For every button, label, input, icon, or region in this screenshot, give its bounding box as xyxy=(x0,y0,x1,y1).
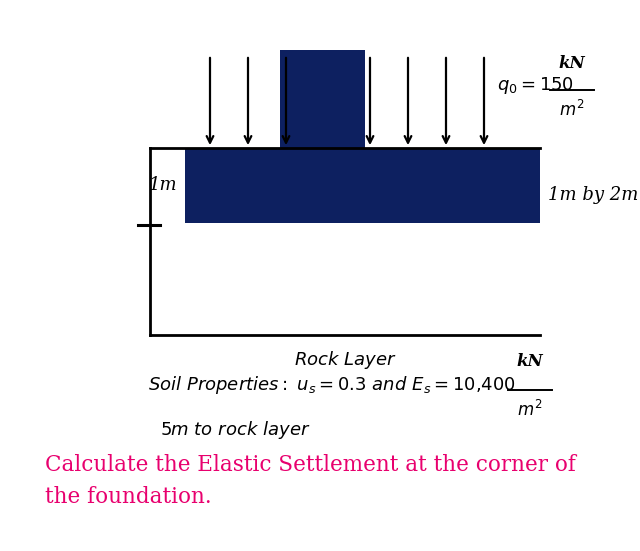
Text: $m^2$: $m^2$ xyxy=(517,400,543,420)
Bar xyxy=(185,148,540,223)
Text: 1m: 1m xyxy=(148,176,177,194)
Text: $\it{Soil\ Properties:}\ u_s = 0.3\ \it{and}\ E_s = 10{,}400\,$: $\it{Soil\ Properties:}\ u_s = 0.3\ \it{… xyxy=(148,374,516,396)
Text: $m^2$: $m^2$ xyxy=(559,100,584,120)
Text: Calculate the Elastic Settlement at the corner of: Calculate the Elastic Settlement at the … xyxy=(45,454,576,476)
Text: $q_0 = 150$: $q_0 = 150$ xyxy=(497,74,574,95)
Text: the foundation.: the foundation. xyxy=(45,486,212,508)
Text: $\it{Rock\ Layer}$: $\it{Rock\ Layer}$ xyxy=(294,349,396,371)
Text: 1m by 2m: 1m by 2m xyxy=(548,186,638,204)
Text: kN: kN xyxy=(559,55,586,72)
Text: kN: kN xyxy=(516,353,543,370)
Text: $\it{5m\ to\ rock\ layer}$: $\it{5m\ to\ rock\ layer}$ xyxy=(160,419,310,441)
Bar xyxy=(280,50,365,150)
